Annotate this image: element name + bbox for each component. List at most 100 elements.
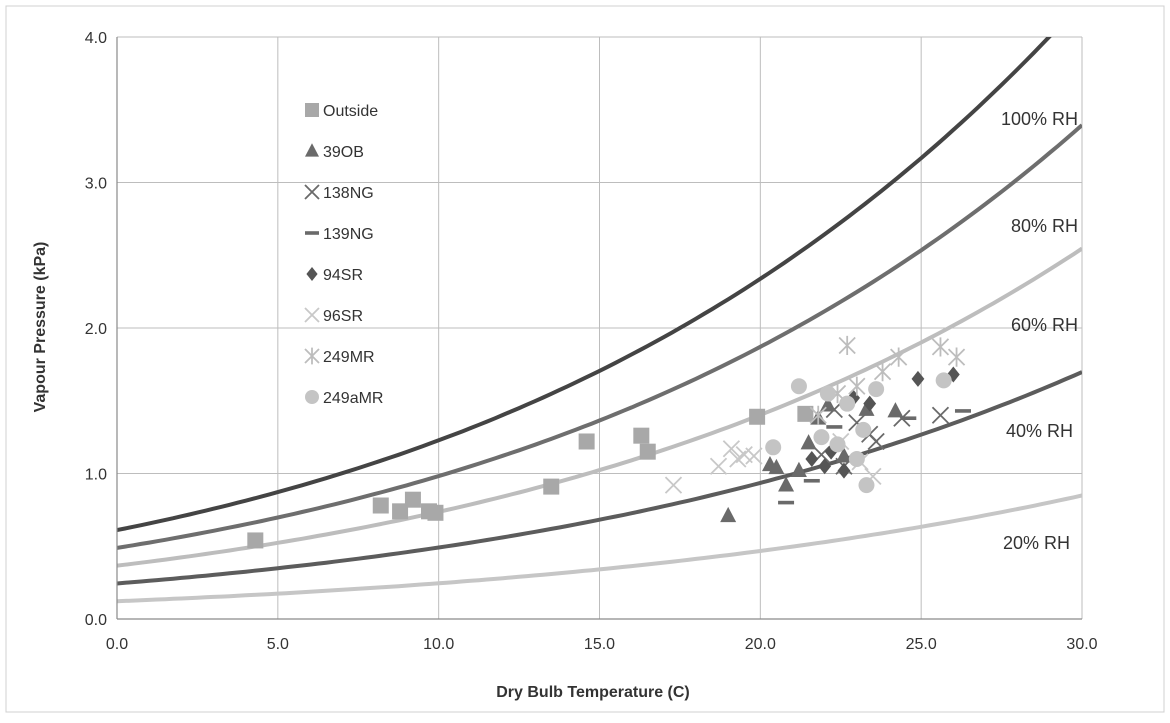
- legend-label: 138NG: [323, 185, 374, 202]
- data-point: [778, 500, 795, 505]
- y-tick-label: 2.0: [85, 321, 107, 338]
- data-point: [543, 478, 560, 495]
- y-tick-label: 0.0: [85, 612, 107, 629]
- data-point: [749, 408, 766, 425]
- legend-label: 249MR: [323, 349, 375, 366]
- rh-curve-label: 60% RH: [1011, 315, 1078, 335]
- legend-marker: [305, 143, 319, 157]
- rh-curve: [117, 246, 1082, 568]
- rh-curve-label: 100% RH: [1001, 109, 1078, 129]
- data-point: [855, 421, 872, 438]
- data-point: [768, 458, 785, 475]
- grid: [116, 36, 1083, 620]
- legend-marker: [305, 231, 319, 235]
- x-axis-label: Dry Bulb Temperature (C): [496, 684, 690, 701]
- data-point: [639, 443, 656, 460]
- legend-label: 39OB: [323, 144, 364, 161]
- chart-frame: [5, 5, 1165, 713]
- rh-curve: [117, 493, 1082, 604]
- rh-curve: [117, 123, 1082, 550]
- data-point: [720, 506, 737, 523]
- data-point: [427, 504, 444, 521]
- data-point: [392, 503, 409, 520]
- data-point: [790, 378, 807, 395]
- data-point: [765, 439, 782, 456]
- data-point: [790, 461, 807, 477]
- data-point: [839, 395, 856, 412]
- data-point: [818, 458, 832, 475]
- data-point: [835, 447, 852, 463]
- data-point: [578, 433, 595, 450]
- data-points: [247, 335, 971, 549]
- data-point: [954, 409, 971, 413]
- legend-marker: [306, 267, 318, 281]
- data-point: [887, 402, 904, 418]
- data-point: [247, 532, 264, 549]
- data-point: [858, 477, 875, 494]
- legend-marker: [304, 307, 320, 323]
- x-tick-label: 10.0: [423, 636, 454, 653]
- axes: 0.0 5.0 10.0 15.0 20.0 25.0 30.0 0.0 1.0 2.0 3.0 4.…: [85, 30, 1098, 653]
- x-tick-label: 5.0: [267, 636, 289, 653]
- data-point: [868, 381, 885, 398]
- rh-curves: 100% RH 80% RH 60% RH 40% RH 20% RH: [117, 37, 1082, 604]
- legend-marker: [304, 347, 320, 365]
- legend-label: 96SR: [323, 308, 363, 325]
- data-point: [829, 436, 846, 453]
- data-point: [633, 427, 650, 444]
- data-point: [797, 405, 814, 422]
- data-point: [819, 385, 836, 402]
- data-point: [826, 425, 843, 429]
- rh-curve-label: 20% RH: [1003, 533, 1070, 553]
- data-point: [890, 347, 908, 367]
- data-point: [372, 497, 389, 514]
- y-tick-label: 4.0: [85, 30, 107, 47]
- data-point: [404, 491, 421, 508]
- x-tick-label: 20.0: [745, 636, 776, 653]
- data-point: [947, 347, 966, 367]
- y-axis-label: Vapour Pressure (kPa): [32, 242, 49, 413]
- data-point: [858, 400, 875, 416]
- data-point: [805, 450, 819, 467]
- data-point: [863, 395, 877, 412]
- legend-label: 249aMR: [323, 390, 383, 407]
- data-point: [911, 370, 925, 387]
- x-tick-label: 25.0: [906, 636, 937, 653]
- data-point: [837, 462, 851, 479]
- data-point: [931, 406, 950, 424]
- data-point: [813, 429, 830, 446]
- data-point: [867, 432, 885, 451]
- series-249amr: [765, 372, 952, 494]
- legend: Outside 39OB 138NG 139NG 94SR 96SR 249MR 249aMR: [304, 103, 383, 407]
- rh-curve: [117, 37, 1052, 533]
- series-94sr: [805, 366, 960, 479]
- legend-marker: [305, 103, 319, 117]
- data-point: [800, 434, 817, 450]
- x-tick-label: 0.0: [106, 636, 128, 653]
- legend-label: Outside: [323, 103, 378, 120]
- series-139ng: [778, 409, 971, 505]
- y-tick-label: 3.0: [85, 176, 107, 193]
- legend-marker: [304, 184, 320, 200]
- data-point: [809, 405, 827, 425]
- series-outside: [247, 405, 814, 549]
- data-point: [778, 476, 795, 492]
- data-point: [803, 478, 820, 483]
- rh-curve: [117, 370, 1082, 586]
- x-tick-label: 30.0: [1066, 636, 1097, 653]
- legend-label: 94SR: [323, 267, 363, 284]
- data-point: [709, 457, 728, 475]
- rh-curve-label: 80% RH: [1011, 216, 1078, 236]
- data-point: [848, 450, 865, 467]
- data-point: [745, 447, 763, 465]
- data-point: [838, 335, 856, 356]
- legend-marker: [305, 390, 319, 404]
- data-point: [873, 362, 892, 382]
- series-39ob: [720, 396, 904, 523]
- data-point: [900, 416, 917, 421]
- data-point: [664, 476, 683, 494]
- rh-curve-label: 40% RH: [1006, 421, 1073, 441]
- data-point: [931, 337, 950, 357]
